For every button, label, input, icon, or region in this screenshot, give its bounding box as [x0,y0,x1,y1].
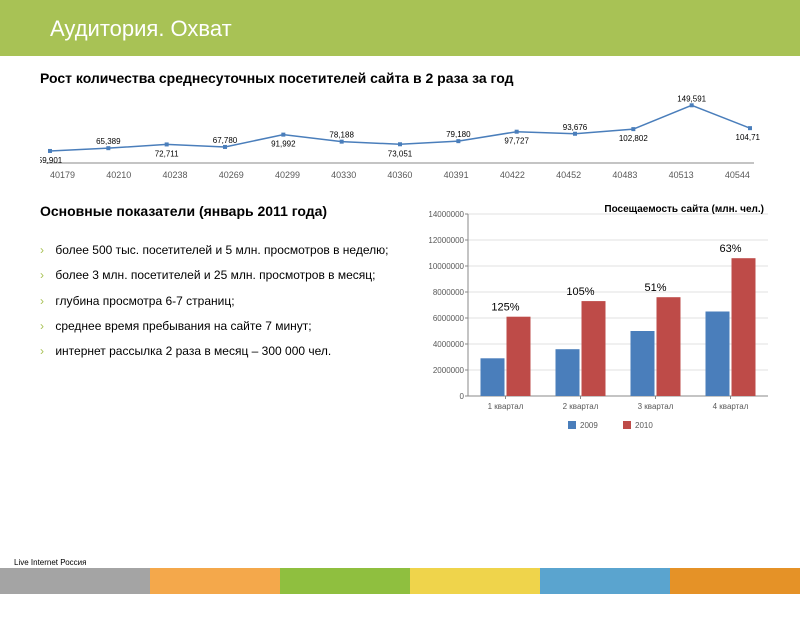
svg-text:97,727: 97,727 [504,137,529,146]
x-tick-label: 40210 [106,170,131,180]
svg-text:125%: 125% [491,302,519,314]
x-tick-label: 40360 [387,170,412,180]
svg-text:10000000: 10000000 [428,262,464,271]
svg-text:65,389: 65,389 [96,137,121,146]
svg-text:51%: 51% [644,282,666,294]
line-chart-x-axis: 40179 40210 40238 40269 40299 40330 40360 40391… [40,170,760,180]
svg-text:2000000: 2000000 [433,366,465,375]
svg-text:4 квартал: 4 квартал [713,402,749,411]
line-chart: 59,901 65,389 72,711 67,780 91,992 78,188 73,0… [40,92,760,164]
strip-segment [540,568,670,594]
svg-text:73,051: 73,051 [388,149,413,158]
metrics-item: более 3 млн. посетителей и 25 млн. просм… [40,263,400,288]
svg-text:3 квартал: 3 квартал [638,402,674,411]
svg-text:72,711: 72,711 [155,149,179,158]
x-tick-label: 40179 [50,170,75,180]
metrics-list: более 500 тыс. посетителей и 5 млн. прос… [40,238,400,364]
svg-text:2010: 2010 [635,421,653,430]
metrics-item: глубина просмотра 6-7 страниц; [40,289,400,314]
x-tick-label: 40299 [275,170,300,180]
svg-text:2 квартал: 2 квартал [563,402,599,411]
header-banner: Аудитория. Охват [0,0,800,56]
metrics-heading: Основные показатели (январь 2011 года) [40,202,400,220]
metrics-column: Основные показатели (январь 2011 года) б… [40,202,420,442]
svg-text:104,710: 104,710 [736,133,760,142]
x-tick-label: 40422 [500,170,525,180]
svg-text:102,802: 102,802 [619,134,648,143]
strip-segment [670,568,800,594]
x-tick-label: 40391 [444,170,469,180]
x-tick-label: 40483 [612,170,637,180]
svg-text:79,180: 79,180 [446,130,471,139]
page-title: Аудитория. Охват [50,16,800,42]
strip-segment [150,568,280,594]
svg-text:4000000: 4000000 [433,340,465,349]
metrics-item: интернет рассылка 2 раза в месяц – 300 0… [40,339,400,364]
x-tick-label: 40330 [331,170,356,180]
svg-text:91,992: 91,992 [271,140,296,149]
metrics-item: среднее время пребывания на сайте 7 мину… [40,314,400,339]
svg-text:59,901: 59,901 [40,156,63,164]
strip-segment [0,568,150,594]
svg-text:78,188: 78,188 [329,131,354,140]
svg-text:8000000: 8000000 [433,288,465,297]
x-tick-label: 40238 [162,170,187,180]
svg-text:105%: 105% [566,286,594,298]
svg-text:67,780: 67,780 [213,136,238,145]
line-chart-container: 59,901 65,389 72,711 67,780 91,992 78,188 73,0… [0,92,800,180]
footer-color-strip [0,568,800,594]
strip-segment [410,568,540,594]
svg-text:149,591: 149,591 [677,94,706,103]
x-tick-label: 40513 [669,170,694,180]
lower-section: Основные показатели (январь 2011 года) б… [0,202,800,442]
svg-text:Посещаемость сайта (млн. чел.): Посещаемость сайта (млн. чел.) [604,204,764,215]
svg-text:2009: 2009 [580,421,598,430]
x-tick-label: 40269 [219,170,244,180]
svg-text:1 квартал: 1 квартал [488,402,524,411]
svg-text:63%: 63% [719,243,741,255]
bar-chart-column: 0 2000000 4000000 6000000 8000000 10000000 120… [420,202,774,442]
x-tick-label: 40544 [725,170,750,180]
strip-segment [280,568,410,594]
line-chart-svg: 59,901 65,389 72,711 67,780 91,992 78,188 73,0… [40,92,760,164]
bar-chart: 0 2000000 4000000 6000000 8000000 10000000 120… [420,202,774,442]
svg-text:6000000: 6000000 [433,314,465,323]
svg-text:93,676: 93,676 [563,123,588,132]
svg-text:12000000: 12000000 [428,236,464,245]
x-tick-label: 40452 [556,170,581,180]
svg-text:14000000: 14000000 [428,210,464,219]
bar-chart-svg: 0 2000000 4000000 6000000 8000000 10000000 120… [420,202,774,442]
line-chart-title: Рост количества среднесуточных посетител… [40,70,800,86]
footnote: Live Internet Россия [14,558,86,567]
svg-text:0: 0 [460,392,465,401]
metrics-item: более 500 тыс. посетителей и 5 млн. прос… [40,238,400,263]
